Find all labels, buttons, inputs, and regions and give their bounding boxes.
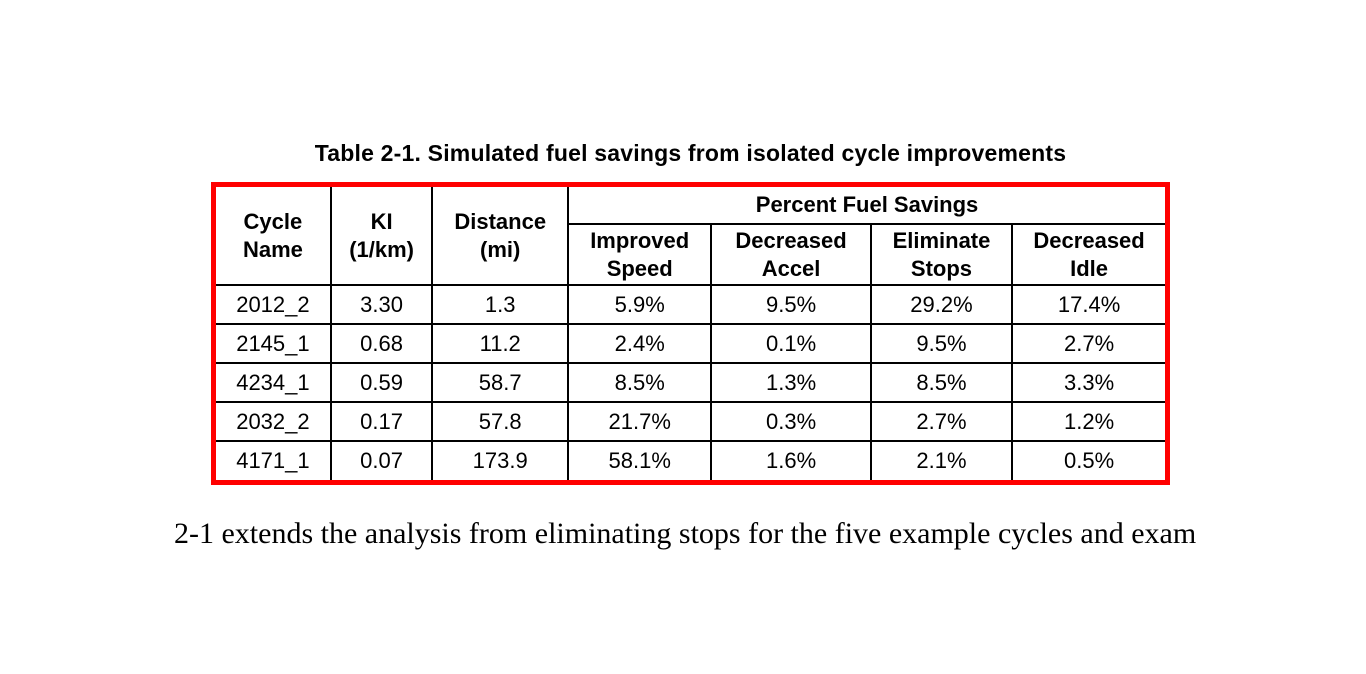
- group-header-percent-fuel-savings: Percent Fuel Savings: [567, 187, 1165, 225]
- col-header-line: KI: [370, 209, 393, 234]
- table-cell-ki: 0.07: [329, 440, 434, 480]
- table-cell-ki: 3.30: [329, 284, 434, 325]
- table-cell-decreased-idle: 17.4%: [1011, 284, 1165, 325]
- table-cell-improved-speed: 8.5%: [567, 362, 713, 403]
- table-cell-cycle-name: 2145_1: [216, 323, 332, 364]
- table-cell-distance: 173.9: [431, 440, 570, 480]
- col-header-line: Idle: [1070, 255, 1109, 281]
- col-header-decreased-accel: Decreased Accel: [710, 223, 872, 286]
- col-header-line: Distance: [454, 209, 547, 234]
- table-cell-decreased-accel: 0.1%: [710, 323, 872, 364]
- table-cell-cycle-name: 2032_2: [216, 401, 332, 442]
- table-cell-improved-speed: 21.7%: [567, 401, 713, 442]
- table-cell-ki: 0.68: [329, 323, 434, 364]
- col-header-eliminate-stops: Eliminate Stops: [869, 223, 1014, 286]
- col-header-line: Name: [242, 236, 303, 262]
- table-cell-cycle-name: 4171_1: [216, 440, 332, 480]
- table-cell-decreased-idle: 2.7%: [1011, 323, 1165, 364]
- col-header-distance: Distance (mi): [431, 187, 570, 286]
- table-cell-improved-speed: 5.9%: [567, 284, 713, 325]
- table-row: 2145_1 0.68 11.2 2.4% 0.1% 9.5% 2.7%: [216, 323, 1165, 364]
- table-cell-eliminate-stops: 2.1%: [869, 440, 1014, 480]
- table-cell-eliminate-stops: 8.5%: [869, 362, 1014, 403]
- table-row: 2032_2 0.17 57.8 21.7% 0.3% 2.7% 1.2%: [216, 401, 1165, 442]
- table-cell-ki: 0.17: [329, 401, 434, 442]
- table-header-sub-row: Improved Speed Decreased Accel Eliminate…: [216, 223, 1165, 286]
- table-cell-eliminate-stops: 2.7%: [869, 401, 1014, 442]
- table-cell-cycle-name: 4234_1: [216, 362, 332, 403]
- col-header-line: Accel: [761, 255, 821, 281]
- table-cell-improved-speed: 58.1%: [567, 440, 713, 480]
- body-text-line: 2-1 extends the analysis from eliminatin…: [174, 517, 1197, 550]
- table-cell-decreased-accel: 1.6%: [710, 440, 872, 480]
- table-row: 4171_1 0.07 173.9 58.1% 1.6% 2.1% 0.5%: [216, 440, 1165, 480]
- table-row: 4234_1 0.59 58.7 8.5% 1.3% 8.5% 3.3%: [216, 362, 1165, 403]
- table-cell-distance: 57.8: [431, 401, 570, 442]
- col-header-line: Decreased: [1033, 228, 1145, 253]
- table-cell-decreased-accel: 1.3%: [710, 362, 872, 403]
- table-cell-eliminate-stops: 29.2%: [869, 284, 1014, 325]
- table-cell-distance: 11.2: [431, 323, 570, 364]
- col-header-line: Speed: [606, 255, 673, 281]
- col-header-line: Decreased: [735, 228, 847, 253]
- table-cell-decreased-idle: 0.5%: [1011, 440, 1165, 480]
- table-title: Table 2-1. Simulated fuel savings from i…: [314, 140, 1067, 166]
- col-header-line: Improved: [590, 228, 690, 253]
- table-cell-distance: 1.3: [431, 284, 570, 325]
- table-cell-decreased-idle: 1.2%: [1011, 401, 1165, 442]
- table-row: 2012_2 3.30 1.3 5.9% 9.5% 29.2% 17.4%: [216, 284, 1165, 325]
- table-cell-decreased-accel: 9.5%: [710, 284, 872, 325]
- table-cell-ki: 0.59: [329, 362, 434, 403]
- col-header-line: Eliminate: [892, 228, 991, 253]
- col-header-ki: KI (1/km): [329, 187, 434, 286]
- table-cell-distance: 58.7: [431, 362, 570, 403]
- table-header-group-row: Cycle Name KI (1/km) Distance (mi) Perce…: [216, 187, 1165, 286]
- table-cell-cycle-name: 2012_2: [216, 284, 332, 325]
- fuel-savings-table-frame: Cycle Name KI (1/km) Distance (mi) Perce…: [211, 182, 1170, 485]
- col-header-line: (mi): [480, 236, 521, 262]
- col-header-decreased-idle: Decreased Idle: [1011, 223, 1165, 286]
- fuel-savings-table: Cycle Name KI (1/km) Distance (mi) Perce…: [216, 187, 1165, 480]
- table-cell-decreased-accel: 0.3%: [710, 401, 872, 442]
- table-cell-eliminate-stops: 9.5%: [869, 323, 1014, 364]
- col-header-line: Stops: [910, 255, 973, 281]
- col-header-improved-speed: Improved Speed: [568, 223, 713, 286]
- table-cell-improved-speed: 2.4%: [567, 323, 713, 364]
- col-header-line: Cycle: [243, 209, 303, 234]
- col-header-line: (1/km): [349, 236, 414, 262]
- table-cell-decreased-idle: 3.3%: [1011, 362, 1165, 403]
- col-header-cycle-name: Cycle Name: [216, 187, 332, 286]
